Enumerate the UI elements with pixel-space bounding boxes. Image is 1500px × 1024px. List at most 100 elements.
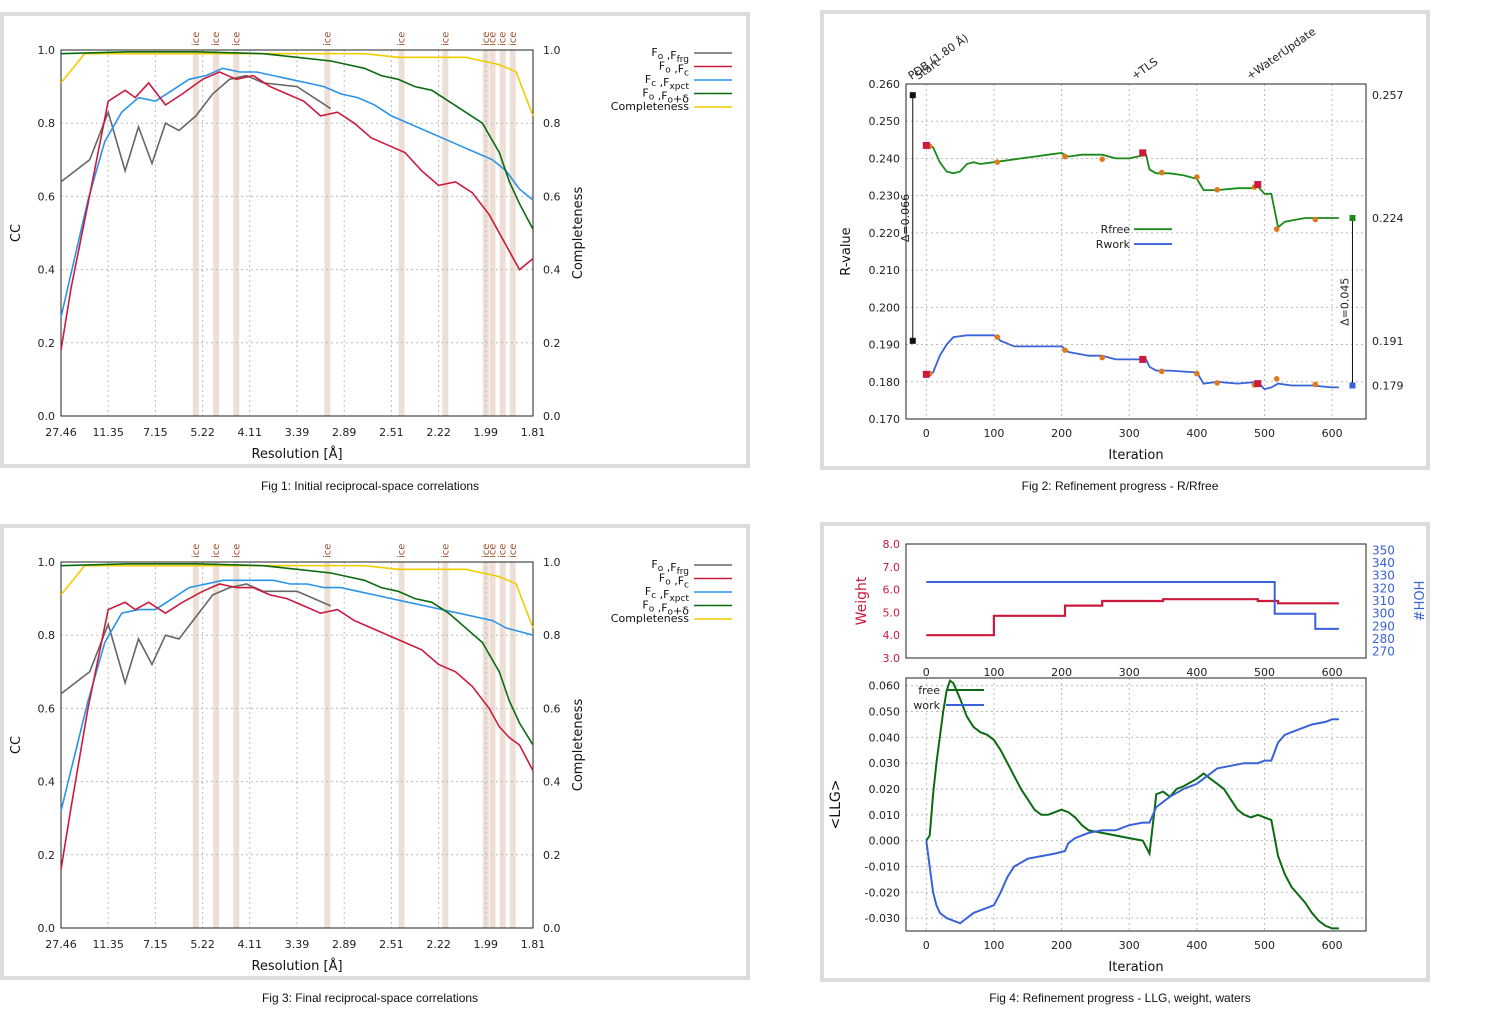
y-tick-label: 0.2 xyxy=(38,849,56,862)
rwork-point xyxy=(1273,376,1280,382)
weight-tick-label: 4.0 xyxy=(883,629,901,642)
y-tick-label: 0.8 xyxy=(38,629,56,642)
rwork-point xyxy=(994,334,1001,340)
x-tick-label: 7.15 xyxy=(143,938,168,951)
series-line xyxy=(60,564,534,629)
y-tick-label: 0.250 xyxy=(869,115,901,128)
x-tick-label: 200 xyxy=(1051,666,1072,679)
ice-label: ice xyxy=(397,32,408,46)
legend-label: Fo ,Fo+δ xyxy=(642,87,689,106)
y2-tick-label: 0.2 xyxy=(543,337,561,350)
y2-tick-label: 1.0 xyxy=(543,44,561,57)
fig3-caption: Fig 3: Final reciprocal-space correlatio… xyxy=(261,991,479,1005)
ice-band xyxy=(499,50,506,416)
ice-label: ice xyxy=(481,544,492,558)
ice-band xyxy=(489,562,496,928)
rfree-stage-marker xyxy=(1254,181,1262,188)
x-tick-label: 4.11 xyxy=(238,426,263,439)
x-tick-label: 400 xyxy=(1186,939,1207,952)
x-tick-label: 1.99 xyxy=(474,426,499,439)
ice-band xyxy=(489,50,496,416)
rfree-point xyxy=(1312,216,1319,223)
rfree-point xyxy=(994,159,1001,165)
llg-free-line xyxy=(925,678,1339,930)
ice-label: ice xyxy=(231,32,242,46)
x-tick-label: 0 xyxy=(923,427,930,440)
right-value-label: 0.257 xyxy=(1372,89,1404,102)
weight-tick-label: 5.0 xyxy=(883,606,901,619)
weight-tick-label: 7.0 xyxy=(883,561,901,574)
y-tick-label: 0.020 xyxy=(869,783,901,796)
y-tick-label: 1.0 xyxy=(38,556,56,569)
weight-axis-label: Weight xyxy=(854,576,870,625)
y2-tick-label: 0.8 xyxy=(543,117,561,130)
y-tick-label: 0.000 xyxy=(869,835,901,848)
x-tick-label: 200 xyxy=(1051,939,1072,952)
rwork-point xyxy=(1214,380,1220,386)
x-tick-label: 11.35 xyxy=(92,938,124,951)
ice-label: ice xyxy=(211,32,222,46)
series-line xyxy=(60,67,534,318)
ice-band xyxy=(442,562,449,928)
bottom-plot-frame xyxy=(905,677,1367,932)
y-tick-label: 0.2 xyxy=(38,337,56,350)
y-tick-label: 0.6 xyxy=(38,702,56,715)
x-tick-label: 100 xyxy=(983,666,1004,679)
legend-label: Rfree xyxy=(1101,223,1131,236)
fig2-caption: Fig 2: Refinement progress - R/Rfree xyxy=(1021,479,1219,493)
legend-label: Completeness xyxy=(611,100,689,113)
y2-tick-label: 0.0 xyxy=(543,922,561,935)
y2-tick-label: 0.8 xyxy=(543,629,561,642)
ice-label: ice xyxy=(488,544,499,558)
rfree-point xyxy=(1194,174,1200,180)
ice-label: ice xyxy=(191,544,202,558)
ice-label: ice xyxy=(508,544,519,558)
x-tick-label: 7.15 xyxy=(143,426,168,439)
y2-tick-label: 0.4 xyxy=(543,776,561,789)
hoh-tick-label: 320 xyxy=(1372,581,1395,595)
x-tick-label: 500 xyxy=(1254,939,1275,952)
x-tick-label: 2.89 xyxy=(332,938,357,951)
x-tick-label: 3.39 xyxy=(285,426,310,439)
x-tick-label: 27.46 xyxy=(45,426,77,439)
series-line xyxy=(60,74,332,183)
rfree-point xyxy=(1099,156,1105,162)
y-axis-label: CC xyxy=(9,736,24,754)
legend-label: Fc ,Fxpct xyxy=(645,73,690,92)
right-value-label: 0.224 xyxy=(1372,212,1404,225)
x-tick-label: 2.51 xyxy=(379,938,404,951)
y-tick-label: 0.260 xyxy=(869,78,901,91)
ice-band xyxy=(324,50,331,416)
ice-label: ice xyxy=(397,544,408,558)
weight-tick-label: 3.0 xyxy=(883,652,901,665)
x-tick-label: 0 xyxy=(923,666,930,679)
legend-label: Fo ,Fc xyxy=(659,60,689,79)
hoh-tick-label: 270 xyxy=(1372,645,1395,659)
ice-band xyxy=(324,562,331,928)
weight-tick-label: 8.0 xyxy=(883,538,901,551)
y2-tick-label: 0.2 xyxy=(543,849,561,862)
series-line xyxy=(60,71,534,351)
x-tick-label: 27.46 xyxy=(45,938,77,951)
rfree-point xyxy=(1158,169,1165,176)
x-tick-label: 300 xyxy=(1119,939,1140,952)
hoh-tick-label: 280 xyxy=(1372,632,1395,646)
ice-label: ice xyxy=(440,32,451,46)
x-tick-label: 200 xyxy=(1051,427,1072,440)
x-tick-label: 5.22 xyxy=(190,426,215,439)
ice-band xyxy=(213,562,220,928)
x-tick-label: 500 xyxy=(1254,666,1275,679)
x-tick-label: 1.99 xyxy=(474,938,499,951)
x-tick-label: 100 xyxy=(983,427,1004,440)
x-tick-label: 11.35 xyxy=(92,426,124,439)
y-tick-label: 0.060 xyxy=(869,680,901,693)
x-tick-label: 2.51 xyxy=(379,426,404,439)
llg-work-line xyxy=(925,718,1339,925)
ice-band xyxy=(398,562,405,928)
ice-band xyxy=(233,50,240,416)
stage-label: +TLS xyxy=(1129,55,1160,82)
y2-tick-label: 1.0 xyxy=(543,556,561,569)
legend-label: free xyxy=(918,684,940,697)
ice-label: ice xyxy=(191,32,202,46)
